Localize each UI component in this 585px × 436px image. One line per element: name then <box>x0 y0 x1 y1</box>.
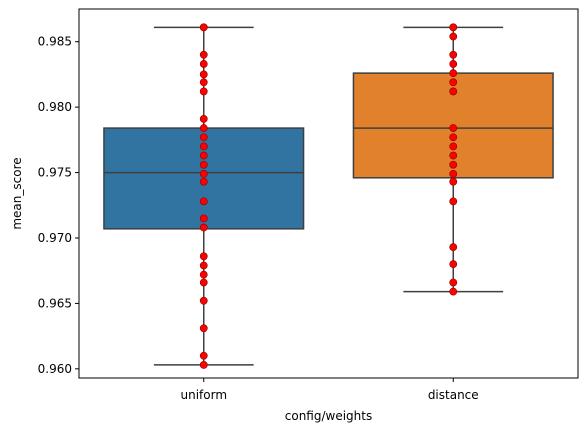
y-tick-label: 0.980 <box>38 100 72 114</box>
data-point-uniform <box>199 197 208 206</box>
y-tick-label: 0.965 <box>38 296 72 310</box>
data-point-uniform <box>199 142 208 151</box>
data-point-uniform <box>199 70 208 79</box>
data-point-uniform <box>199 133 208 142</box>
data-point-uniform <box>199 270 208 279</box>
data-point-distance <box>449 278 458 287</box>
y-tick-label: 0.985 <box>38 35 72 49</box>
data-point-distance <box>449 151 458 160</box>
axes-frame <box>78 8 579 379</box>
data-point-uniform <box>199 351 208 360</box>
data-point-uniform <box>199 223 208 232</box>
data-point-distance <box>449 78 458 87</box>
data-point-distance <box>449 160 458 169</box>
data-point-uniform <box>199 169 208 178</box>
data-point-distance <box>449 142 458 151</box>
data-point-uniform <box>199 214 208 223</box>
data-point-distance <box>449 69 458 78</box>
axes: 0.960 0.965 0.970 0.975 0.980 0.985 uniform dis… <box>38 35 479 402</box>
data-point-uniform <box>199 78 208 87</box>
plot-area <box>103 23 554 369</box>
data-point-uniform <box>199 115 208 123</box>
x-axis-label: config/weights <box>285 409 372 423</box>
data-point-uniform <box>199 50 208 59</box>
y-tick-label: 0.975 <box>38 166 72 180</box>
data-point-distance <box>449 287 458 296</box>
points-uniform <box>199 23 208 369</box>
data-point-distance <box>449 243 458 252</box>
data-point-distance <box>449 124 458 132</box>
x-tick-label-uniform: uniform <box>180 388 227 402</box>
x-tick-label-distance: distance <box>428 388 479 402</box>
y-tick-label: 0.970 <box>38 231 72 245</box>
data-point-distance <box>449 260 458 269</box>
data-point-distance <box>449 23 458 32</box>
data-point-distance <box>449 133 458 142</box>
data-point-uniform <box>199 87 208 96</box>
data-point-distance <box>449 177 458 186</box>
data-point-uniform <box>199 361 208 369</box>
data-point-uniform <box>199 252 208 261</box>
data-point-uniform <box>199 261 208 270</box>
data-point-uniform <box>199 60 208 68</box>
points-distance <box>449 23 458 296</box>
data-point-distance <box>449 50 458 59</box>
data-point-uniform <box>199 278 208 287</box>
data-point-distance <box>449 87 458 96</box>
data-point-uniform <box>199 124 208 132</box>
y-tick-label: 0.960 <box>38 362 72 376</box>
data-point-uniform <box>199 151 208 160</box>
y-axis-label: mean_score <box>10 157 24 229</box>
data-point-uniform <box>199 23 208 32</box>
data-point-distance <box>449 32 458 41</box>
data-point-distance <box>449 60 458 68</box>
data-point-distance <box>449 197 458 206</box>
data-point-uniform <box>199 160 208 169</box>
data-point-uniform <box>199 177 208 186</box>
data-point-uniform <box>199 296 208 305</box>
data-point-uniform <box>199 324 208 333</box>
data-point-distance <box>449 169 458 178</box>
